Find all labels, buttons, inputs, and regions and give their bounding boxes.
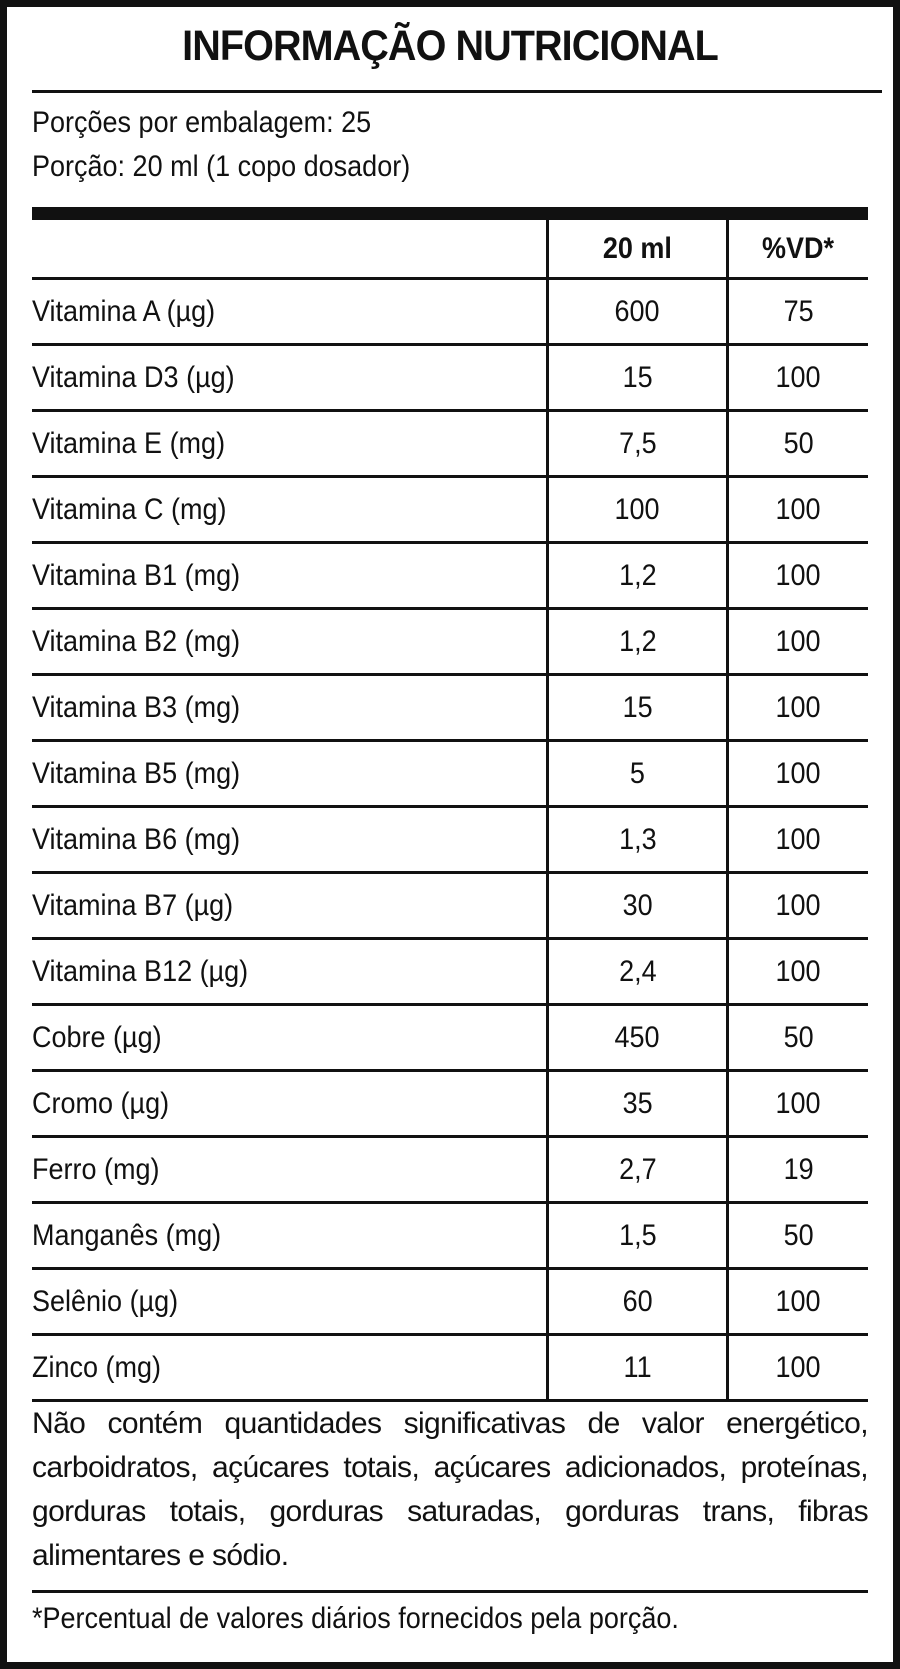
- nutrient-amount: 1,2: [546, 608, 728, 676]
- table-row: Vitamina B5 (mg) 5 100: [32, 740, 868, 808]
- nutrition-table: 20 ml %VD* Vitamina A (µg) 600 75 Vitamina …: [32, 220, 868, 1402]
- nutrient-daily-value: 100: [726, 542, 868, 610]
- not-significant-note: Não contém quantidades significativas de…: [32, 1407, 869, 1572]
- nutrient-name: Zinco (mg): [32, 1334, 548, 1402]
- table-row: Cromo (µg) 35 100: [32, 1070, 868, 1138]
- nutrient-name: Vitamina E (mg): [32, 410, 548, 478]
- nutrient-name: Vitamina B3 (mg): [32, 674, 548, 742]
- table-row: Vitamina B1 (mg) 1,2 100: [32, 542, 868, 610]
- servings-per-package: Porções por embalagem: 25: [32, 106, 372, 139]
- table-row: Vitamina A (µg) 600 75: [32, 278, 868, 346]
- table-row: Vitamina B2 (mg) 1,2 100: [32, 608, 868, 676]
- nutrient-daily-value: 100: [726, 674, 868, 742]
- nutrient-daily-value: 100: [726, 1268, 868, 1336]
- nutrient-amount: 2,4: [546, 938, 728, 1006]
- nutrient-name: Vitamina A (µg): [32, 278, 548, 346]
- nutrient-amount: 1,3: [546, 806, 728, 874]
- table-row: Vitamina C (mg) 100 100: [32, 476, 868, 544]
- nutrient-amount: 600: [546, 278, 728, 346]
- table-row: Ferro (mg) 2,7 19: [32, 1136, 868, 1204]
- nutrient-daily-value: 100: [726, 476, 868, 544]
- nutrient-amount: 60: [546, 1268, 728, 1336]
- nutrient-amount: 7,5: [546, 410, 728, 478]
- table-row: Zinco (mg) 11 100: [32, 1334, 868, 1402]
- nutrient-daily-value: 75: [726, 278, 868, 346]
- nutrient-name: Vitamina B1 (mg): [32, 542, 548, 610]
- nutrient-amount: 35: [546, 1070, 728, 1138]
- nutrient-daily-value: 19: [726, 1136, 868, 1204]
- nutrient-daily-value: 100: [726, 938, 868, 1006]
- nutrient-daily-value: 100: [726, 806, 868, 874]
- table-row: Cobre (µg) 450 50: [32, 1004, 868, 1072]
- nutrient-daily-value: 100: [726, 740, 868, 808]
- nutrient-daily-value: 100: [726, 1334, 868, 1402]
- nutrient-daily-value: 100: [726, 344, 868, 412]
- nutrient-name: Manganês (mg): [32, 1202, 548, 1270]
- note-divider: [32, 1590, 868, 1593]
- nutrient-amount: 15: [546, 344, 728, 412]
- nutrient-amount: 100: [546, 476, 728, 544]
- header-nutrient: [32, 220, 548, 280]
- serving-size: Porção: 20 ml (1 copo dosador): [32, 150, 411, 183]
- nutrient-amount: 2,7: [546, 1136, 728, 1204]
- nutrient-daily-value: 100: [726, 872, 868, 940]
- table-row: Vitamina B7 (µg) 30 100: [32, 872, 868, 940]
- title-divider: [32, 90, 882, 93]
- nutrient-name: Ferro (mg): [32, 1136, 548, 1204]
- table-row: Vitamina B3 (mg) 15 100: [32, 674, 868, 742]
- nutrient-name: Selênio (µg): [32, 1268, 548, 1336]
- nutrient-amount: 1,5: [546, 1202, 728, 1270]
- nutrient-amount: 30: [546, 872, 728, 940]
- table-row: Vitamina B12 (µg) 2,4 100: [32, 938, 868, 1006]
- thick-divider: [32, 207, 868, 220]
- nutrient-amount: 5: [546, 740, 728, 808]
- nutrient-amount: 1,2: [546, 542, 728, 610]
- nutrient-name: Vitamina B7 (µg): [32, 872, 548, 940]
- nutrient-name: Vitamina D3 (µg): [32, 344, 548, 412]
- table-row: Vitamina E (mg) 7,5 50: [32, 410, 868, 478]
- label-title: INFORMAÇÃO NUTRICIONAL: [182, 22, 719, 70]
- nutrient-daily-value: 50: [726, 410, 868, 478]
- nutrient-daily-value: 100: [726, 1070, 868, 1138]
- daily-value-footnote: *Percentual de valores diários fornecido…: [32, 1602, 679, 1635]
- nutrient-name: Cromo (µg): [32, 1070, 548, 1138]
- nutrient-name: Cobre (µg): [32, 1004, 548, 1072]
- table-row: Vitamina D3 (µg) 15 100: [32, 344, 868, 412]
- nutrient-amount: 15: [546, 674, 728, 742]
- nutrient-name: Vitamina B12 (µg): [32, 938, 548, 1006]
- nutrient-amount: 450: [546, 1004, 728, 1072]
- nutrient-name: Vitamina B2 (mg): [32, 608, 548, 676]
- table-header-row: 20 ml %VD*: [32, 220, 868, 280]
- nutrient-name: Vitamina C (mg): [32, 476, 548, 544]
- nutrient-daily-value: 50: [726, 1202, 868, 1270]
- table-row: Vitamina B6 (mg) 1,3 100: [32, 806, 868, 874]
- header-amount: 20 ml: [546, 220, 728, 280]
- nutrient-daily-value: 50: [726, 1004, 868, 1072]
- nutrient-amount: 11: [546, 1334, 728, 1402]
- nutrient-daily-value: 100: [726, 608, 868, 676]
- table-row: Manganês (mg) 1,5 50: [32, 1202, 868, 1270]
- nutrient-name: Vitamina B5 (mg): [32, 740, 548, 808]
- header-daily-value: %VD*: [726, 220, 868, 280]
- table-row: Selênio (µg) 60 100: [32, 1268, 868, 1336]
- nutrient-name: Vitamina B6 (mg): [32, 806, 548, 874]
